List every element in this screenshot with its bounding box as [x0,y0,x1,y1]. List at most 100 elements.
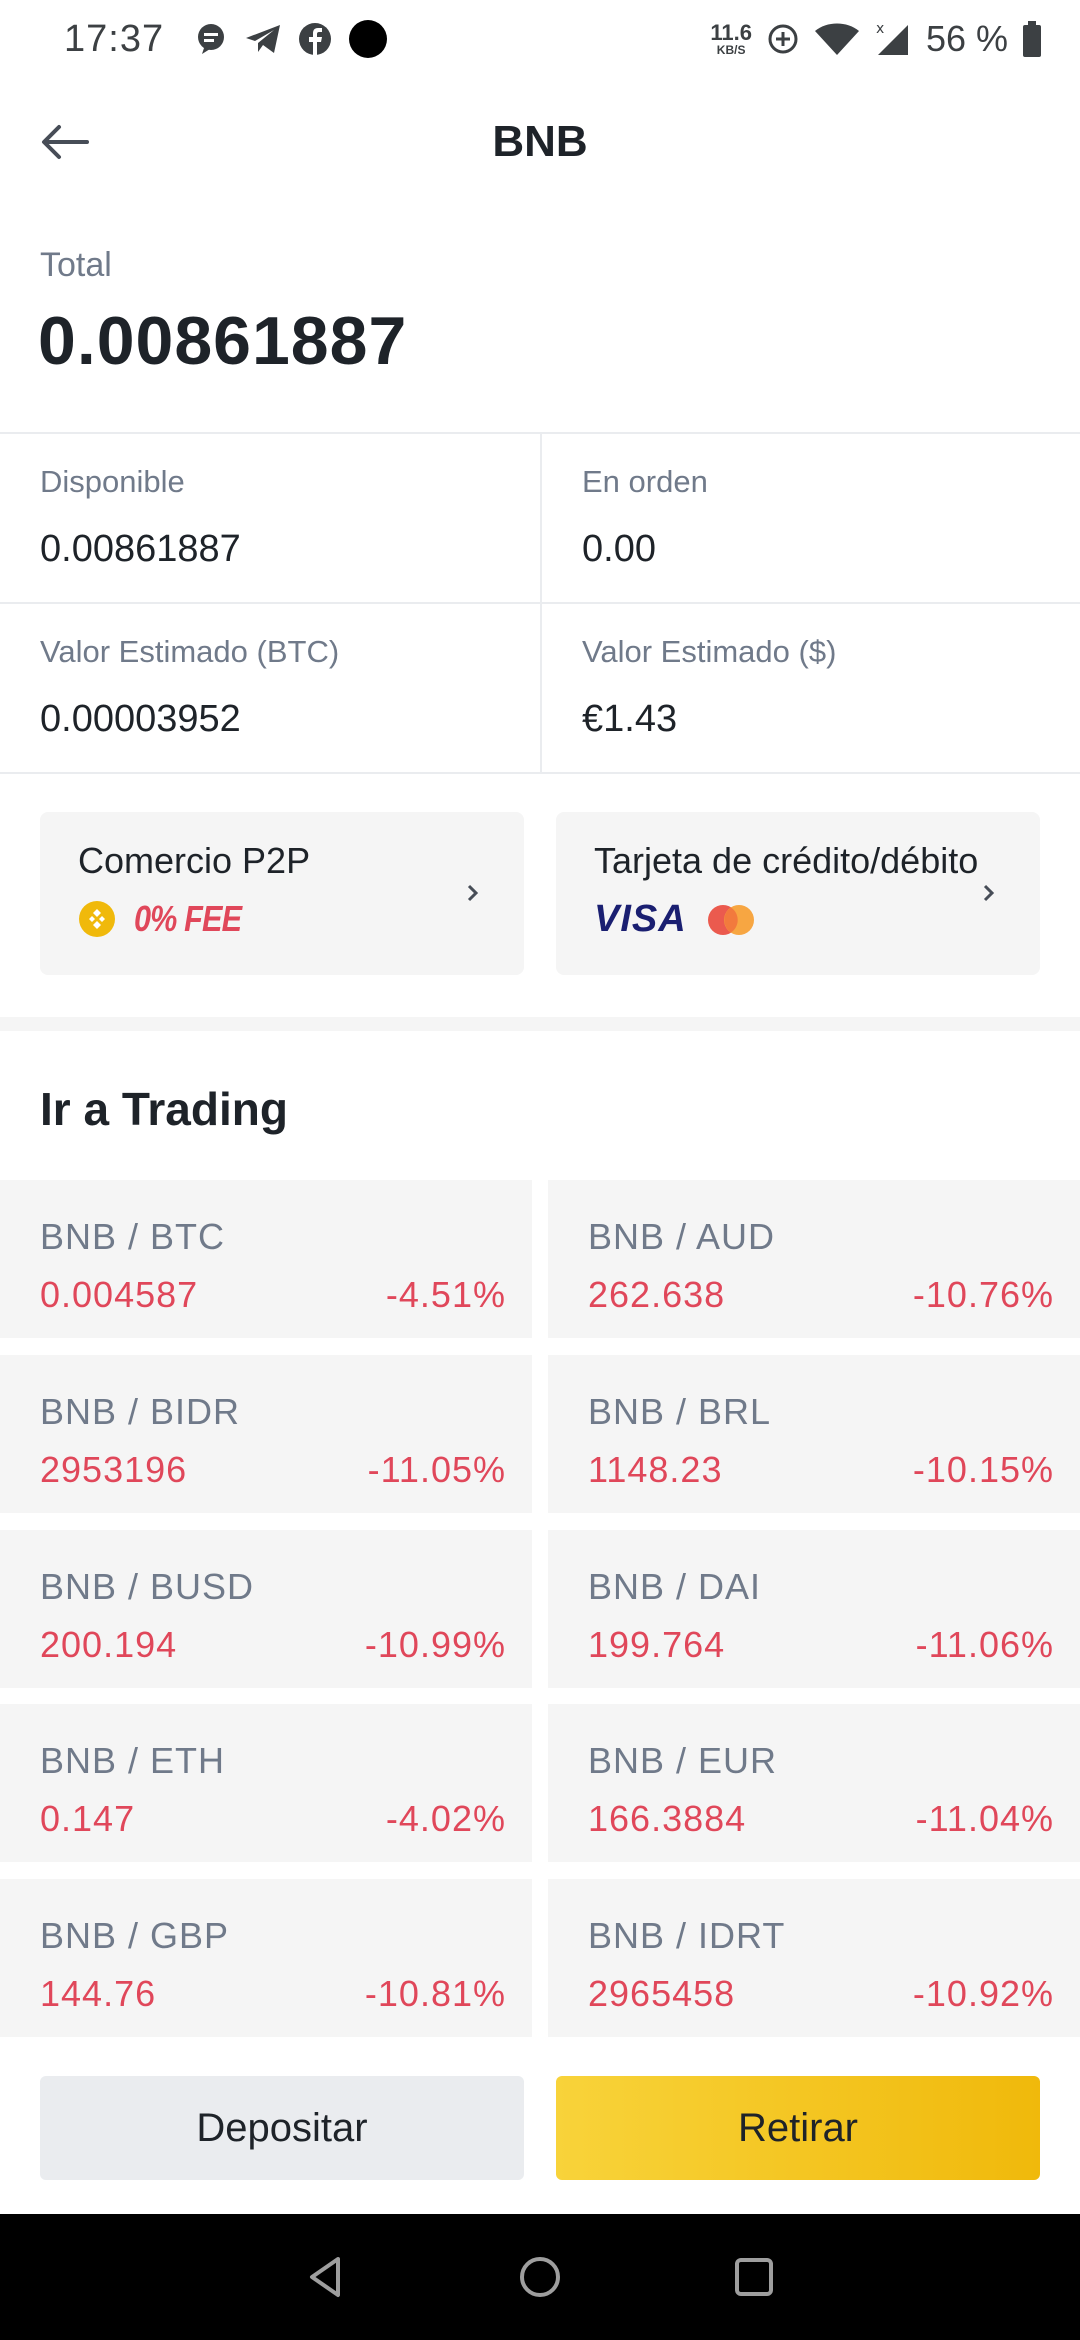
total-value: 0.00861887 [38,303,408,379]
withdraw-button[interactable]: Retirar [556,2076,1040,2180]
in-order-value: 0.00 [582,528,656,570]
mastercard-icon [707,904,754,935]
available-label: Disponible [40,464,185,499]
pair-price: 2953196 [40,1448,188,1490]
pair-change: -10.15% [912,1448,1054,1490]
pair-name: BNB / IDRT [588,1915,786,1957]
nav-recents-icon[interactable] [732,2255,776,2299]
pair-change: -11.06% [915,1623,1054,1665]
battery-icon [1023,21,1041,57]
est-btc-value: 0.00003952 [40,698,241,740]
chevron-right-icon [458,878,488,908]
trading-section-title: Ir a Trading [40,1083,288,1135]
chevron-right-icon [974,878,1004,908]
pair-change: -4.02% [385,1798,506,1840]
pair-price: 199.764 [588,1623,726,1665]
trading-pair-card[interactable]: BNB / EUR 166.3884 -11.04% [548,1704,1080,1863]
pair-price: 200.194 [40,1623,178,1665]
est-usd-label: Valor Estimado ($) [582,634,837,669]
p2p-fee-badge: 0% FEE [134,898,242,939]
available-value: 0.00861887 [40,528,241,570]
nav-back-icon[interactable] [304,2255,348,2299]
pair-change: -10.81% [364,1973,506,2015]
back-arrow-icon [42,125,89,159]
pair-change: -4.51% [385,1274,506,1315]
status-bar: 17:37 11.6 KB/S x 56 % [0,0,1080,78]
pair-price: 0.147 [40,1798,136,1840]
trading-pair-card[interactable]: BNB / BRL 1148.23 -10.15% [548,1354,1080,1513]
telegram-icon [246,25,281,53]
balances-grid: Disponible 0.00861887 En orden 0.00 Valo… [0,432,1080,774]
pair-change: -11.04% [915,1798,1054,1840]
pair-name: BNB / DAI [588,1565,762,1607]
pair-name: BNB / AUD [588,1216,776,1257]
trading-pair-card[interactable]: BNB / AUD 262.638 -10.76% [548,1180,1080,1338]
net-speed-value: 11.6 [710,20,752,45]
trading-pair-card[interactable]: BNB / BTC 0.004587 -4.51% [0,1180,532,1338]
page-title: BNB [492,117,588,166]
bnb-coin-icon [79,901,115,937]
trading-pair-card[interactable]: BNB / BUSD 200.194 -10.99% [0,1529,532,1688]
section-divider [0,1017,1080,1031]
svg-text:x: x [876,21,884,37]
trading-pairs-grid: BNB / BTC 0.004587 -4.51% BNB / AUD 262.6… [0,1180,1080,2038]
card-payment-card[interactable]: Tarjeta de crédito/débito VISA [556,812,1040,975]
pair-name: BNB / BRL [588,1390,772,1432]
pair-price: 0.004587 [40,1274,199,1315]
net-speed-unit: KB/S [716,43,746,57]
data-saver-icon [768,24,798,54]
pair-name: BNB / BUSD [40,1565,255,1607]
dot-icon [349,20,388,58]
balances-row: Disponible 0.00861887 En orden 0.00 [0,434,1080,604]
pair-change: -10.99% [364,1623,506,1665]
system-nav-bar [0,2214,1080,2340]
card-sub: VISA [594,898,1040,941]
pair-name: BNB / GBP [40,1915,230,1957]
total-label: Total [40,246,112,284]
card-title: Tarjeta de crédito/débito [594,840,979,881]
status-time: 17:37 [64,17,165,60]
pair-change: -10.92% [912,1973,1054,2015]
pair-name: BNB / BTC [40,1216,226,1257]
pair-price: 166.3884 [588,1798,747,1840]
promo-row: Comercio P2P 0% FEE Tarjeta de crédito/d… [40,812,1040,975]
in-order-cell: En orden 0.00 [540,434,1080,602]
battery-percent: 56 % [925,18,1008,59]
wifi-icon [814,23,859,55]
pair-price: 144.76 [40,1973,157,2015]
deposit-button[interactable]: Depositar [40,2076,524,2180]
pair-price: 2965458 [588,1973,736,2015]
pair-name: BNB / BIDR [40,1390,241,1432]
visa-logo: VISA [594,898,687,940]
p2p-sub: 0% FEE [78,898,524,940]
pair-name: BNB / ETH [40,1740,226,1782]
app-header: BNB [0,100,1080,184]
trading-pair-card[interactable]: BNB / BIDR 2953196 -11.05% [0,1354,532,1513]
estimates-row: Valor Estimado (BTC) 0.00003952 Valor Es… [0,604,1080,774]
est-btc-cell: Valor Estimado (BTC) 0.00003952 [0,604,540,772]
nav-home-icon[interactable] [518,2255,562,2299]
trading-pair-card[interactable]: BNB / GBP 144.76 -10.81% [0,1879,532,2038]
in-order-label: En orden [582,464,708,499]
facebook-icon [299,23,332,55]
available-cell: Disponible 0.00861887 [0,434,540,602]
pair-change: -10.76% [912,1274,1054,1315]
chat-icon [198,24,225,54]
p2p-card[interactable]: Comercio P2P 0% FEE [40,812,524,975]
pair-price: 262.638 [588,1274,726,1315]
pair-name: BNB / EUR [588,1740,778,1782]
est-usd-value: €1.43 [582,698,678,740]
net-speed: 11.6 KB/S [710,20,752,57]
pair-price: 1148.23 [588,1448,723,1490]
p2p-title: Comercio P2P [78,840,311,881]
action-bar: Depositar Retirar [0,2038,1080,2214]
trading-pair-card[interactable]: BNB / IDRT 2965458 -10.92% [548,1879,1080,2038]
notification-icons [194,19,388,59]
signal-icon: x [876,21,908,55]
trading-pair-card[interactable]: BNB / ETH 0.147 -4.02% [0,1704,532,1863]
est-usd-cell: Valor Estimado ($) €1.43 [540,604,1080,772]
est-btc-label: Valor Estimado (BTC) [40,634,340,669]
status-right: 11.6 KB/S x 56 % [710,18,1042,60]
back-button[interactable] [34,116,94,168]
trading-pair-card[interactable]: BNB / DAI 199.764 -11.06% [548,1529,1080,1688]
